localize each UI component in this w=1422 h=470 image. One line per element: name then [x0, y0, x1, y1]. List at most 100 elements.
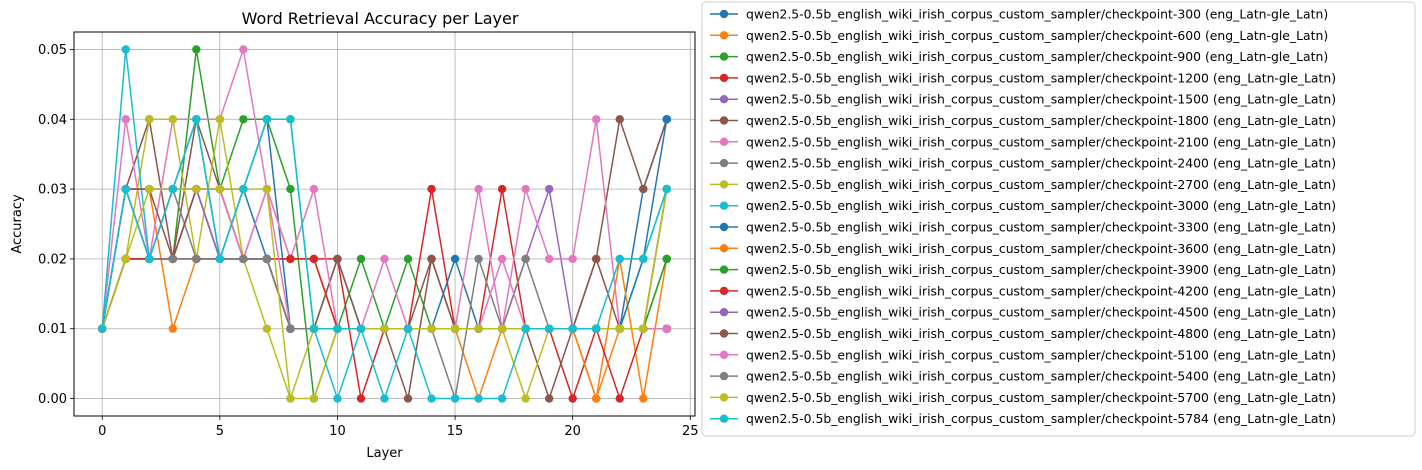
data-point	[262, 115, 272, 124]
legend-label: qwen2.5-0.5b_english_wiki_irish_corpus_c…	[746, 92, 1336, 107]
data-point	[286, 254, 295, 264]
legend-label: qwen2.5-0.5b_english_wiki_irish_corpus_c…	[746, 347, 1336, 362]
data-point	[592, 324, 601, 333]
data-point	[121, 184, 130, 194]
data-point	[215, 115, 225, 124]
legend-entry: qwen2.5-0.5b_english_wiki_irish_corpus_c…	[710, 220, 1336, 235]
data-point	[121, 45, 130, 54]
data-point	[521, 184, 530, 194]
legend-marker	[719, 308, 729, 317]
legend-entry: qwen2.5-0.5b_english_wiki_irish_corpus_c…	[710, 49, 1328, 64]
data-point	[168, 254, 177, 264]
legend-entry: qwen2.5-0.5b_english_wiki_irish_corpus_c…	[710, 347, 1336, 362]
data-point	[192, 115, 201, 124]
data-point	[497, 394, 507, 403]
legend-entry: qwen2.5-0.5b_english_wiki_irish_corpus_c…	[710, 390, 1336, 405]
data-point	[403, 324, 413, 333]
legend-label: qwen2.5-0.5b_english_wiki_irish_corpus_c…	[746, 262, 1336, 277]
data-point	[333, 324, 342, 333]
legend-frame	[701, 1, 1416, 437]
legend-marker	[719, 222, 729, 232]
legend-entry: qwen2.5-0.5b_english_wiki_irish_corpus_c…	[710, 28, 1328, 43]
data-point	[427, 184, 436, 194]
data-point	[615, 394, 624, 403]
data-point	[450, 254, 460, 264]
x-axis-ticks: 0 5 10 15 20 25	[98, 416, 699, 439]
legend-marker	[719, 329, 729, 338]
legend-entry: qwen2.5-0.5b_english_wiki_irish_corpus_c…	[710, 283, 1336, 298]
data-point	[262, 324, 272, 333]
legend-marker	[719, 95, 729, 104]
data-point	[121, 115, 130, 124]
legend-marker	[719, 414, 729, 423]
data-point	[309, 184, 319, 194]
data-point	[592, 394, 601, 403]
data-point	[639, 254, 648, 264]
data-point	[215, 184, 225, 194]
data-point	[615, 324, 624, 333]
data-point	[521, 394, 530, 403]
data-point	[544, 324, 554, 333]
data-point	[262, 184, 272, 194]
data-point	[639, 394, 648, 403]
data-point	[474, 324, 483, 333]
y-tick-label: 0.05	[38, 43, 67, 58]
data-point	[380, 324, 389, 333]
data-point	[592, 254, 601, 264]
data-point	[592, 115, 601, 124]
data-point	[615, 115, 624, 124]
legend-entry: qwen2.5-0.5b_english_wiki_irish_corpus_c…	[710, 134, 1336, 149]
data-point	[474, 184, 483, 194]
data-point	[403, 394, 413, 403]
data-point	[615, 254, 624, 264]
series-lines	[98, 45, 671, 403]
data-point	[239, 45, 248, 54]
legend-entry: qwen2.5-0.5b_english_wiki_irish_corpus_c…	[710, 113, 1336, 128]
legend-entry: qwen2.5-0.5b_english_wiki_irish_corpus_c…	[710, 177, 1336, 192]
y-axis-ticks: 0.00 0.01 0.02 0.03 0.04 0.05	[38, 43, 74, 407]
legend-marker	[719, 52, 729, 61]
data-point	[639, 184, 648, 194]
data-point	[192, 184, 201, 194]
x-tick-label: 0	[98, 424, 106, 439]
data-point	[568, 324, 577, 333]
legend-label: qwen2.5-0.5b_english_wiki_irish_corpus_c…	[746, 326, 1336, 341]
legend-marker	[719, 180, 729, 189]
legend-label: qwen2.5-0.5b_english_wiki_irish_corpus_c…	[746, 241, 1336, 256]
data-point	[450, 394, 460, 403]
data-point	[168, 115, 177, 124]
data-point	[497, 184, 507, 194]
legend-label: qwen2.5-0.5b_english_wiki_irish_corpus_c…	[746, 411, 1336, 426]
series-19	[98, 115, 671, 403]
legend-marker	[719, 73, 729, 83]
data-point	[474, 254, 483, 264]
y-tick-label: 0.00	[38, 392, 67, 407]
data-point	[662, 254, 671, 264]
data-point	[380, 394, 389, 403]
data-point	[568, 394, 577, 403]
legend-marker	[719, 286, 729, 296]
data-point	[215, 254, 225, 264]
legend-label: qwen2.5-0.5b_english_wiki_irish_corpus_c…	[746, 134, 1336, 149]
x-axis-title: Layer	[366, 446, 403, 461]
legend-marker	[719, 265, 729, 274]
data-point	[380, 254, 389, 264]
data-point	[427, 324, 436, 333]
legend-label: qwen2.5-0.5b_english_wiki_irish_corpus_c…	[746, 220, 1336, 235]
data-point	[333, 394, 342, 403]
legend-marker	[719, 350, 729, 359]
legend-label: qwen2.5-0.5b_english_wiki_irish_corpus_c…	[746, 305, 1336, 320]
legend-marker	[719, 137, 729, 146]
legend-marker	[719, 393, 729, 402]
x-tick-label: 10	[329, 424, 346, 439]
y-tick-label: 0.02	[38, 252, 67, 267]
data-point	[544, 254, 554, 264]
data-point	[568, 254, 577, 264]
data-point	[286, 115, 295, 124]
x-tick-label: 5	[216, 424, 224, 439]
y-axis-title: Accuracy	[10, 194, 25, 254]
data-point	[356, 394, 366, 403]
data-point	[544, 394, 554, 403]
data-point	[262, 254, 272, 264]
